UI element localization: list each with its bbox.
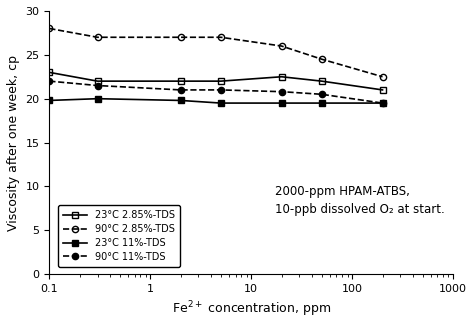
23°C 2.85%-TDS [380,88,385,92]
Y-axis label: Viscosity after one week, cp: Viscosity after one week, cp [7,54,20,230]
23°C 11%-TDS [46,98,52,102]
90°C 11%-TDS [178,88,183,92]
90°C 11%-TDS [279,90,284,94]
90°C 2.85%-TDS [46,26,52,30]
23°C 11%-TDS [218,101,224,105]
90°C 2.85%-TDS [178,35,183,39]
90°C 2.85%-TDS [95,35,100,39]
90°C 2.85%-TDS [218,35,224,39]
23°C 11%-TDS [380,101,385,105]
23°C 11%-TDS [178,98,183,102]
23°C 2.85%-TDS [178,79,183,83]
Line: 23°C 2.85%-TDS: 23°C 2.85%-TDS [46,69,386,93]
90°C 2.85%-TDS [319,57,325,61]
90°C 11%-TDS [218,88,224,92]
90°C 11%-TDS [46,79,52,83]
90°C 11%-TDS [95,83,100,87]
Line: 90°C 2.85%-TDS: 90°C 2.85%-TDS [46,25,386,80]
23°C 2.85%-TDS [319,79,325,83]
Legend: 23°C 2.85%-TDS, 90°C 2.85%-TDS, 23°C 11%-TDS, 90°C 11%-TDS: 23°C 2.85%-TDS, 90°C 2.85%-TDS, 23°C 11%… [58,205,180,267]
Line: 90°C 11%-TDS: 90°C 11%-TDS [46,78,386,106]
Text: 2000-ppm HPAM-ATBS,
10-ppb dissolved O₂ at start.: 2000-ppm HPAM-ATBS, 10-ppb dissolved O₂ … [275,185,445,216]
90°C 11%-TDS [380,101,385,105]
X-axis label: Fe$^{2+}$ concentration, ppm: Fe$^{2+}$ concentration, ppm [172,300,331,319]
23°C 11%-TDS [319,101,325,105]
Line: 23°C 11%-TDS: 23°C 11%-TDS [46,96,386,106]
23°C 11%-TDS [279,101,284,105]
90°C 2.85%-TDS [279,44,284,48]
23°C 2.85%-TDS [218,79,224,83]
23°C 2.85%-TDS [279,75,284,79]
23°C 11%-TDS [95,97,100,101]
23°C 2.85%-TDS [95,79,100,83]
90°C 2.85%-TDS [380,75,385,79]
90°C 11%-TDS [319,92,325,96]
23°C 2.85%-TDS [46,70,52,74]
